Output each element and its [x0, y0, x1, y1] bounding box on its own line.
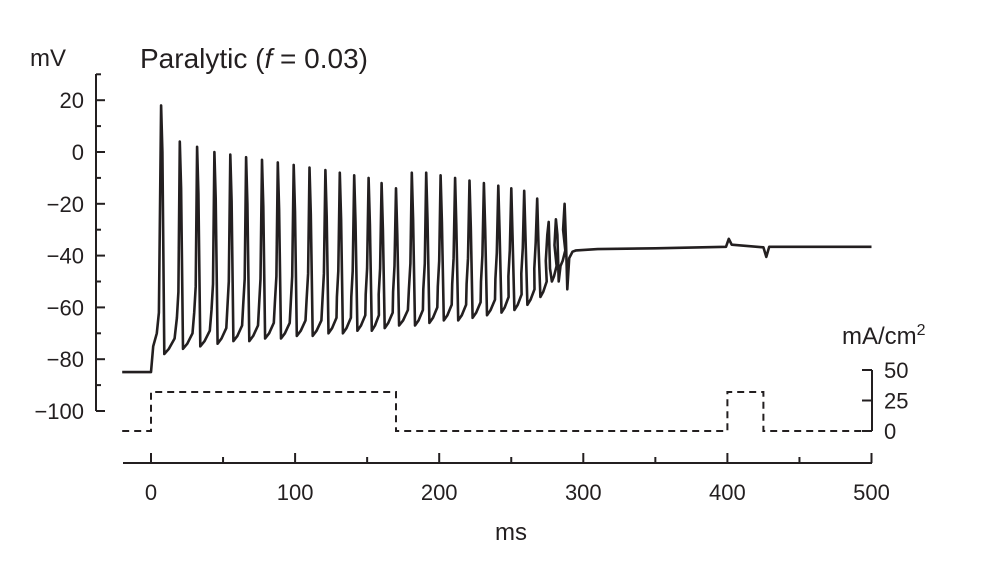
x-axis-tick-label: 200	[421, 480, 458, 505]
y-axis-left-tick-label: 20	[60, 88, 84, 113]
y-axis-left-tick-label: 0	[72, 140, 84, 165]
y-axis-right-tick-label: 25	[884, 389, 908, 414]
y-axis-title-left: mV	[30, 45, 66, 72]
chart-title-suffix: = 0.03)	[272, 43, 368, 74]
y-axis-right-tick-label: 0	[884, 419, 896, 444]
chart-title-variable: f	[264, 43, 275, 74]
x-axis-tick-label: 100	[277, 480, 314, 505]
y-axis-left-tick-label: −100	[34, 399, 84, 424]
y-axis-title-right: mA/cm2	[842, 322, 926, 350]
x-axis-tick-label: 0	[145, 480, 157, 505]
x-axis-tick-label: 400	[709, 480, 746, 505]
current-trace-line	[122, 391, 872, 432]
chart-title: Paralytic (f = 0.03)	[140, 43, 368, 74]
y-axis-left-tick-label: −60	[47, 295, 84, 320]
y-axis-right-tick-label: 50	[884, 358, 908, 383]
voltage-trace-line	[122, 104, 872, 374]
y-axis-left-tick-label: −40	[47, 244, 84, 269]
chart-title-prefix: Paralytic (	[140, 43, 265, 74]
y-axis-title-right-superscript: 2	[917, 322, 926, 339]
y-axis-left-tick-label: −20	[47, 192, 84, 217]
x-axis-tick-label: 300	[565, 480, 602, 505]
y-axis-left-tick-label: −80	[47, 347, 84, 372]
y-axis-title-right-base: mA/cm	[842, 323, 917, 350]
x-axis-tick-label: 500	[853, 480, 890, 505]
x-axis-title: ms	[495, 519, 527, 546]
